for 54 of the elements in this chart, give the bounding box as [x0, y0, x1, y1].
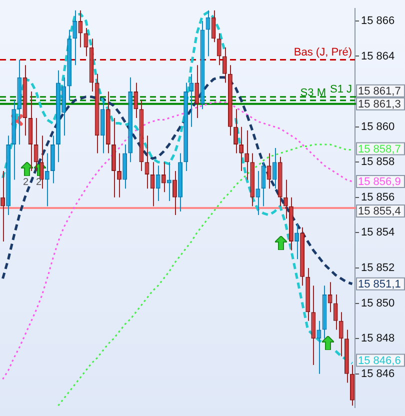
y-tick-label: 15 850	[361, 297, 395, 310]
candlestick	[156, 165, 160, 202]
line-series	[2, 101, 353, 380]
candlestick	[166, 162, 172, 202]
candlestick	[172, 170, 177, 216]
candlestick	[189, 73, 194, 128]
y-tick-label: 15 860	[361, 120, 395, 133]
candlestick	[244, 130, 250, 180]
candlestick	[222, 46, 227, 84]
candlestick	[150, 162, 155, 207]
y-tick-label: 15 856	[361, 191, 395, 204]
candlestick	[283, 179, 288, 220]
annotation: 15 861,3	[358, 98, 401, 110]
line-series	[2, 76, 354, 286]
y-tick-label: 15 866	[361, 14, 395, 27]
candlestick	[338, 312, 344, 357]
candlestick	[78, 10, 83, 48]
candlestick	[333, 294, 338, 330]
candlestick	[316, 320, 322, 374]
data-label: 15 846,6	[358, 354, 401, 367]
annotation: 2	[23, 177, 29, 188]
y-tick-label: 15 854	[361, 226, 395, 239]
candlestick	[34, 118, 38, 172]
candlestick	[39, 135, 44, 190]
line-series	[57, 144, 353, 406]
candlestick	[216, 32, 222, 66]
ref-line-label: S3 M	[300, 86, 326, 99]
y-tick-label: 15 864	[361, 50, 395, 62]
candlestick	[72, 10, 78, 66]
y-tick-label: 15 858	[361, 156, 395, 168]
annotation: 15 855,4	[358, 206, 401, 218]
candlestick	[134, 82, 138, 119]
candlestick	[44, 152, 50, 207]
ref-line-label: S1 J	[330, 83, 352, 96]
candlestick	[239, 126, 244, 172]
candlestick	[294, 223, 299, 260]
data-label: 15 856,9	[358, 176, 401, 188]
candlestick	[256, 170, 260, 216]
data-label: 15 851,1	[358, 278, 401, 290]
annotation: 15 861,7	[358, 85, 401, 98]
annotation: 2	[36, 177, 42, 188]
candlestick	[211, 10, 216, 43]
data-label: 15 858,7	[358, 143, 401, 156]
candlestick	[117, 152, 122, 198]
y-tick-label: 15 848	[361, 332, 395, 345]
y-tick-label: 15 846	[361, 368, 395, 380]
candlestick	[0, 170, 5, 242]
y-tick-label: 15 852	[361, 262, 395, 274]
candlestick	[161, 162, 166, 193]
candlestick	[328, 282, 332, 313]
ref-line-label: Bas (J, Pré)	[294, 46, 352, 58]
candlestick	[272, 148, 277, 190]
candlestick	[234, 108, 238, 154]
candlestick	[194, 64, 200, 119]
